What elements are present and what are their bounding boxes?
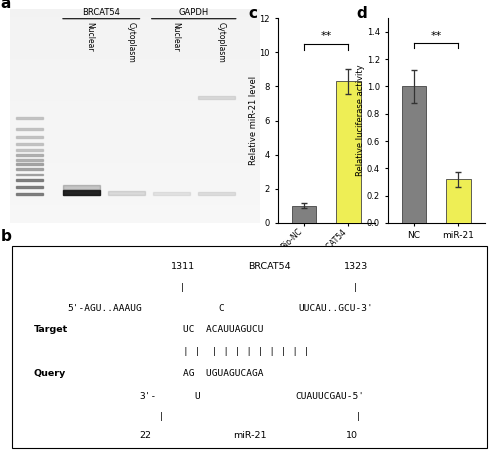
Bar — [16, 117, 42, 119]
Text: Query: Query — [34, 369, 66, 378]
Y-axis label: Relative miR-21 level: Relative miR-21 level — [249, 76, 258, 165]
Bar — [16, 163, 42, 165]
Text: 22: 22 — [140, 431, 151, 440]
Bar — [16, 179, 42, 181]
Text: |: | — [181, 283, 184, 292]
Bar — [16, 128, 42, 130]
Text: |: | — [160, 413, 163, 421]
Text: 3'-: 3'- — [140, 392, 157, 400]
Text: 1323: 1323 — [344, 262, 367, 271]
Text: a: a — [0, 0, 10, 11]
Bar — [446, 179, 470, 223]
Text: Target: Target — [34, 324, 68, 334]
Text: Cytoplasm: Cytoplasm — [216, 22, 225, 63]
Text: CUAUUCGAU-5': CUAUUCGAU-5' — [296, 392, 364, 400]
Text: miR-21: miR-21 — [233, 431, 267, 440]
Text: |: | — [356, 413, 360, 421]
Bar — [16, 193, 42, 195]
Bar — [62, 185, 100, 191]
Text: | |  | | | | | | | | |: | | | | | | | | | | | — [183, 347, 310, 355]
Text: C: C — [219, 303, 224, 313]
Bar — [16, 149, 42, 151]
Text: BRCAT54: BRCAT54 — [248, 262, 290, 271]
Bar — [402, 86, 426, 223]
Bar — [16, 143, 42, 145]
Bar — [16, 159, 42, 161]
Bar — [292, 206, 316, 223]
Y-axis label: Relative luciferase activity: Relative luciferase activity — [356, 65, 365, 177]
Bar — [336, 81, 360, 223]
Bar — [16, 154, 42, 156]
Bar — [16, 173, 42, 176]
Text: GAPDH: GAPDH — [178, 8, 209, 16]
Bar — [108, 191, 145, 195]
Text: UC  ACAUUAGUCU: UC ACAUUAGUCU — [183, 324, 264, 334]
Text: AG  UGUAGUCAGA: AG UGUAGUCAGA — [183, 369, 264, 378]
Bar — [62, 191, 100, 195]
Text: **: ** — [430, 31, 442, 41]
Text: c: c — [248, 6, 257, 21]
Text: 10: 10 — [346, 431, 358, 440]
Bar — [152, 192, 190, 195]
Text: BRCAT54: BRCAT54 — [82, 8, 120, 16]
Text: Nuclear: Nuclear — [171, 22, 180, 51]
Text: Cytoplasm: Cytoplasm — [126, 22, 136, 63]
Text: d: d — [356, 6, 367, 21]
Text: UUCAU..GCU-3': UUCAU..GCU-3' — [298, 303, 373, 313]
Text: U: U — [195, 392, 200, 400]
Bar — [16, 168, 42, 170]
Bar — [198, 192, 235, 195]
Text: 5'-AGU..AAAUG: 5'-AGU..AAAUG — [68, 303, 142, 313]
Text: Nuclear: Nuclear — [85, 22, 94, 51]
FancyBboxPatch shape — [12, 247, 486, 448]
Bar — [198, 96, 235, 99]
Bar — [16, 186, 42, 187]
Text: |: | — [354, 283, 357, 292]
Text: **: ** — [320, 31, 332, 41]
Text: 1311: 1311 — [170, 262, 195, 271]
Bar — [16, 136, 42, 138]
Text: b: b — [0, 228, 12, 243]
